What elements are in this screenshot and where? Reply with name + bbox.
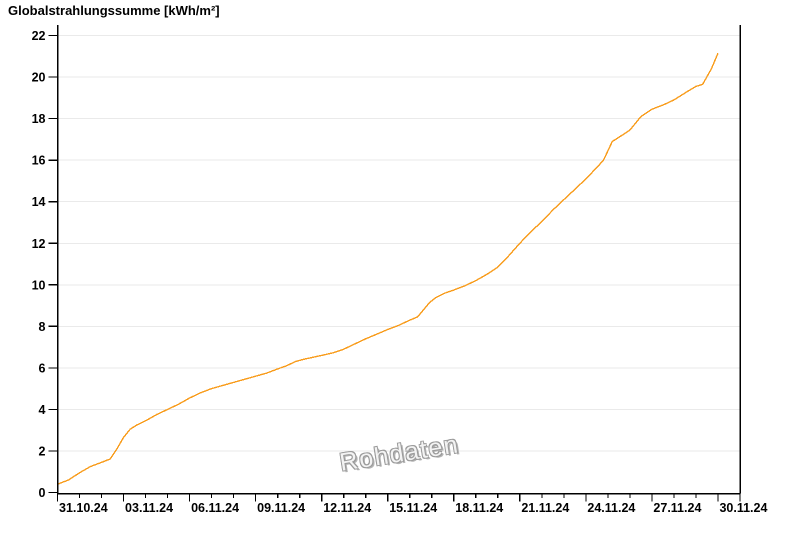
x-tick-label: 12.11.24 (323, 501, 371, 515)
y-tick-label: 8 (39, 320, 46, 334)
y-tick-label: 14 (32, 195, 46, 209)
chart-title: Globalstrahlungssumme [kWh/m²] (8, 3, 220, 18)
y-tick-label: 6 (39, 361, 46, 375)
x-tick-label: 24.11.24 (587, 501, 635, 515)
y-tick-label: 22 (32, 29, 46, 43)
x-tick-label: 27.11.24 (653, 501, 701, 515)
x-tick-label: 15.11.24 (389, 501, 437, 515)
data-line (57, 52, 719, 485)
y-tick-label: 4 (39, 403, 46, 417)
axes (56, 25, 741, 495)
x-tick-label: 31.10.24 (59, 501, 108, 515)
x-tick-label: 18.11.24 (455, 501, 503, 515)
x-axis-labels: 31.10.24 03.11.24 06.11.24 09.11.24 12.11.24… (59, 501, 767, 515)
x-tick-label: 06.11.24 (191, 501, 239, 515)
y-tick-label: 10 (32, 278, 46, 292)
x-tick-label: 09.11.24 (257, 501, 305, 515)
y-axis-ticks: 0 2 4 6 8 10 12 14 16 18 20 22 (32, 29, 58, 500)
x-tick-label: 30.11.24 (719, 501, 767, 515)
gridlines (57, 35, 740, 452)
y-tick-label: 12 (32, 237, 46, 251)
x-tick-label: 03.11.24 (125, 501, 173, 515)
y-tick-label: 20 (32, 71, 46, 85)
y-tick-label: 0 (39, 486, 46, 500)
y-tick-label: 16 (32, 154, 46, 168)
y-tick-label: 18 (32, 112, 46, 126)
x-axis-ticks (56, 493, 741, 502)
x-tick-label: 21.11.24 (521, 501, 569, 515)
y-tick-label: 2 (39, 444, 46, 458)
